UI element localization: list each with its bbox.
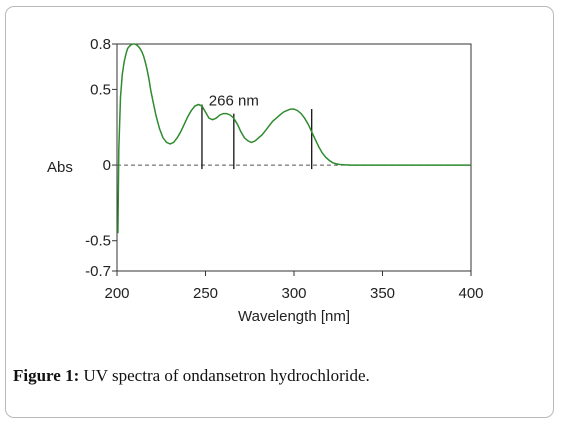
y-axis-label: Abs: [47, 159, 73, 176]
peak-markers: [201, 104, 313, 170]
x-tick-label: 350: [370, 285, 395, 302]
x-tick-label: 400: [458, 285, 483, 302]
x-tick-labels: 200 250 300 350 400: [104, 285, 483, 302]
x-axis-label: Wavelength [nm]: [238, 308, 350, 325]
y-tick-label: 0.5: [90, 81, 111, 98]
y-tick-label: -0.7: [85, 263, 111, 280]
annotations: 266 nm: [209, 93, 259, 110]
y-tick-label: -0.5: [85, 233, 111, 250]
uv-spectrum-chart: 200 250 300 350 400 0.8 0.5 0 -0.5 -0.7 266 nm A…: [47, 36, 484, 325]
x-tick-label: 200: [104, 285, 129, 302]
caption-text: UV spectra of ondansetron hydrochloride.: [79, 366, 370, 385]
y-tick-label: 0: [103, 157, 111, 174]
tick-marks: [112, 43, 472, 276]
plot-area-border: [116, 43, 472, 272]
figure-frame: [5, 6, 554, 418]
y-tick-label: 0.8: [90, 36, 111, 53]
caption-label: Figure 1:: [13, 366, 80, 385]
spectrum-line: [117, 43, 471, 234]
peak-annotation: 266 nm: [209, 93, 259, 110]
x-tick-label: 250: [193, 285, 218, 302]
figure-caption: Figure 1: UV spectra of ondansetron hydr…: [13, 366, 543, 386]
y-tick-labels: 0.8 0.5 0 -0.5 -0.7: [85, 36, 111, 280]
x-tick-label: 300: [281, 285, 306, 302]
